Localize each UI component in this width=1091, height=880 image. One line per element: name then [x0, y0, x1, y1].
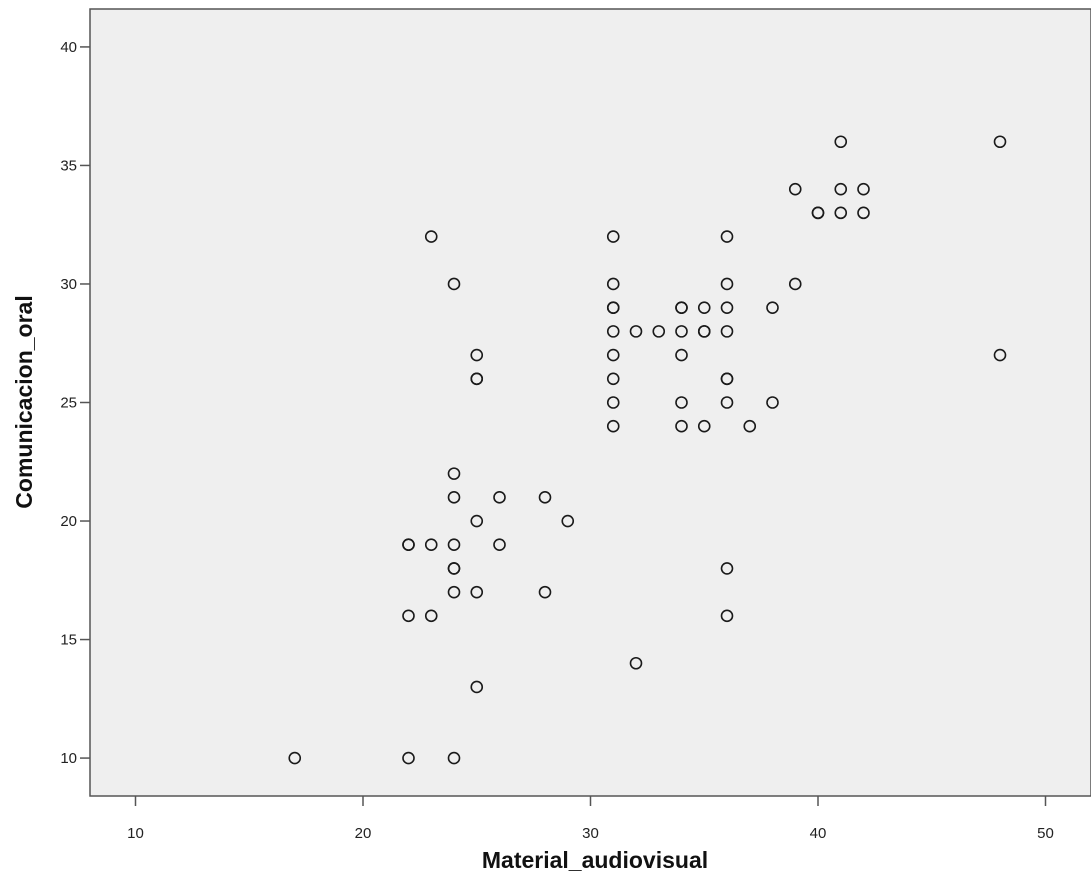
- data-point: [493, 491, 506, 504]
- data-point: [743, 419, 757, 433]
- data-point: [675, 419, 688, 433]
- x-tick-label: 10: [127, 825, 144, 842]
- data-point: [834, 182, 848, 196]
- data-points: [288, 135, 1007, 765]
- data-point: [697, 325, 711, 338]
- data-point: [811, 206, 825, 220]
- data-point: [606, 348, 620, 362]
- data-point: [766, 301, 779, 314]
- data-point: [834, 135, 848, 149]
- data-point: [834, 206, 848, 220]
- data-point: [606, 277, 620, 291]
- data-point: [720, 277, 734, 291]
- x-tick-label: 30: [582, 825, 599, 842]
- data-point: [470, 680, 484, 694]
- data-point: [606, 396, 620, 409]
- y-tick-label: 20: [60, 513, 77, 530]
- data-point: [470, 585, 484, 599]
- data-point: [447, 491, 461, 504]
- data-point: [402, 538, 415, 552]
- data-point: [720, 372, 734, 386]
- data-point: [288, 751, 302, 765]
- data-point: [857, 182, 870, 196]
- data-point: [857, 206, 870, 220]
- x-tick-label: 50: [1037, 825, 1054, 842]
- data-point: [629, 656, 643, 670]
- data-point: [424, 609, 438, 623]
- data-point: [470, 348, 484, 362]
- data-point: [402, 751, 415, 765]
- y-tick-label: 30: [60, 276, 77, 293]
- x-tick-label: 20: [355, 825, 372, 842]
- data-point: [493, 538, 506, 552]
- x-axis: 10 20 30 40 50: [127, 796, 1054, 842]
- data-point: [788, 182, 802, 196]
- data-point: [606, 372, 620, 386]
- data-point: [447, 277, 461, 291]
- data-point: [561, 514, 575, 528]
- y-tick-label: 15: [60, 632, 77, 649]
- x-axis-title: Material_audiovisual: [482, 847, 708, 873]
- data-point: [675, 301, 688, 314]
- data-point: [447, 467, 461, 480]
- data-point: [993, 135, 1007, 149]
- data-point: [675, 348, 688, 362]
- data-point: [720, 396, 734, 409]
- data-point: [720, 230, 734, 243]
- data-point: [720, 301, 734, 314]
- data-point: [720, 609, 734, 623]
- data-point: [675, 396, 688, 409]
- data-point: [606, 325, 620, 338]
- data-point: [606, 419, 620, 433]
- data-point: [470, 372, 484, 386]
- data-point: [424, 538, 438, 552]
- data-point: [788, 277, 802, 291]
- data-point: [447, 538, 461, 552]
- data-point: [538, 491, 552, 504]
- data-point: [697, 419, 711, 433]
- data-point: [606, 301, 620, 314]
- data-point: [720, 562, 734, 575]
- y-axis: 10 15 20 25 30 35 40: [60, 39, 90, 767]
- y-tick-label: 10: [60, 750, 77, 767]
- data-point: [470, 514, 484, 528]
- data-point: [652, 325, 666, 338]
- y-tick-label: 35: [60, 157, 77, 174]
- data-point: [424, 230, 438, 243]
- data-point: [675, 325, 688, 338]
- data-point: [538, 585, 552, 599]
- data-point: [720, 325, 734, 338]
- plot-area: [89, 8, 1091, 797]
- y-tick-label: 25: [60, 395, 77, 412]
- data-point: [447, 562, 461, 575]
- data-point: [766, 396, 779, 409]
- data-point: [447, 585, 461, 599]
- data-point: [697, 301, 711, 314]
- data-point: [606, 230, 620, 243]
- data-point: [402, 609, 415, 623]
- x-tick-label: 40: [810, 825, 827, 842]
- data-point: [993, 348, 1007, 362]
- data-point: [629, 325, 643, 338]
- y-tick-label: 40: [60, 39, 77, 56]
- data-point: [447, 751, 461, 765]
- y-axis-title: Comunicacion_oral: [11, 295, 37, 508]
